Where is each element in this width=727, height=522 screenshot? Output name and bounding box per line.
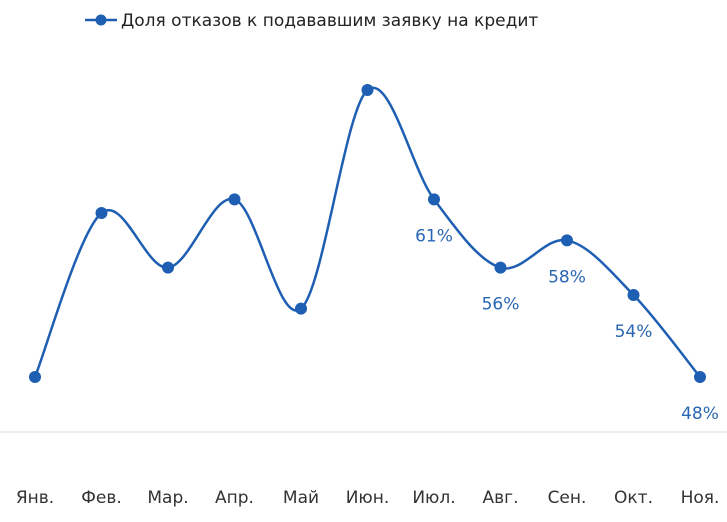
x-tick-label: Окт.	[614, 488, 653, 508]
x-tick-label: Ноя.	[681, 488, 720, 508]
data-label: 56%	[482, 295, 520, 315]
x-tick-label: Апр.	[215, 488, 254, 508]
x-tick-label: Янв.	[16, 488, 54, 508]
x-tick-label: Июл.	[412, 488, 455, 508]
legend-label: Доля отказов к подававшим заявку на кред…	[121, 11, 538, 31]
point	[494, 261, 507, 274]
point	[361, 84, 374, 96]
point	[162, 261, 174, 274]
x-tick-label: Май	[283, 488, 319, 508]
point	[95, 207, 108, 219]
x-tick-label: Мар.	[147, 488, 188, 508]
x-tick-label: Сен.	[548, 488, 587, 508]
point	[228, 193, 241, 206]
x-tick-label: Фев.	[81, 488, 122, 508]
x-tick-label: Июн.	[346, 488, 390, 508]
point	[627, 289, 640, 301]
point	[29, 371, 41, 383]
data-label: 54%	[615, 322, 653, 342]
point	[428, 193, 440, 206]
data-label: 58%	[548, 267, 586, 287]
data-label: 61%	[415, 226, 453, 246]
x-tick-label: Авг.	[483, 488, 519, 508]
legend: Доля отказов к подававшим заявку на кред…	[85, 11, 538, 31]
point	[694, 371, 706, 383]
data-label: 48%	[681, 404, 719, 424]
legend-marker	[95, 14, 107, 26]
point	[295, 302, 307, 315]
point	[561, 234, 573, 247]
series-line	[33, 86, 701, 378]
